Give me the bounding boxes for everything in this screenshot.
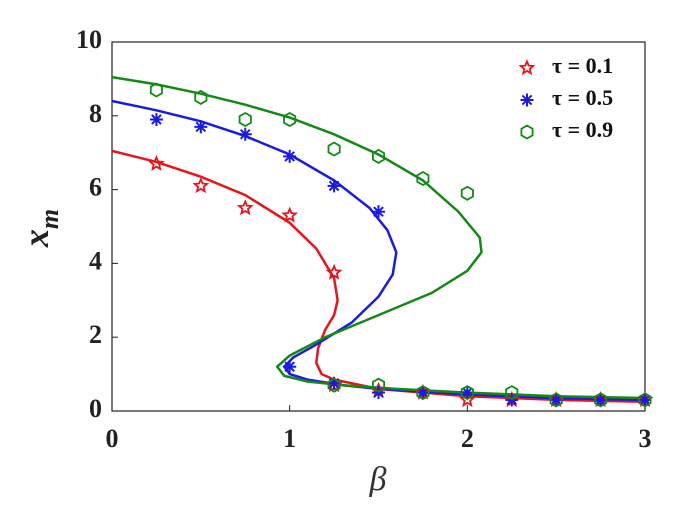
y-tick-label: 8 <box>89 99 102 128</box>
fit-line <box>111 149 646 404</box>
marker <box>638 393 652 407</box>
marker <box>327 179 341 193</box>
y-label-main: x <box>16 229 56 248</box>
marker <box>460 385 474 401</box>
marker-stroke <box>462 387 473 398</box>
marker <box>283 149 297 163</box>
marker <box>238 127 252 141</box>
marker-stroke <box>328 180 340 192</box>
marker <box>594 393 608 407</box>
y-label-sub: m <box>35 209 64 229</box>
marker <box>372 205 385 219</box>
marker <box>149 112 163 126</box>
marker <box>192 177 210 194</box>
marker <box>638 392 652 408</box>
marker-stroke <box>373 206 384 218</box>
x-tick-label: 0 <box>106 424 119 453</box>
marker <box>327 141 341 157</box>
marker <box>458 391 476 408</box>
marker <box>594 392 608 408</box>
marker <box>549 392 563 408</box>
marker <box>460 386 474 400</box>
legend-label: τ = 0.9 <box>552 117 613 142</box>
x-tick-label: 3 <box>639 424 652 453</box>
marker <box>416 385 430 401</box>
legend-label: τ = 0.1 <box>552 53 613 78</box>
marker-stroke <box>417 387 429 398</box>
marker <box>194 89 208 105</box>
marker <box>281 206 299 223</box>
marker-stroke <box>284 151 295 162</box>
y-tick-label: 0 <box>89 394 102 423</box>
y-axis-label: xm <box>16 209 64 248</box>
marker <box>520 93 534 107</box>
marker-stroke <box>239 128 251 140</box>
plot-frame <box>111 41 646 412</box>
marker-stroke <box>550 394 562 406</box>
marker <box>520 124 534 140</box>
x-tick-label: 2 <box>461 424 474 453</box>
marker-stroke <box>521 94 533 106</box>
y-axis-label-text: xm <box>16 209 64 248</box>
marker <box>325 263 343 280</box>
marker <box>149 82 163 98</box>
marker <box>416 170 430 187</box>
marker <box>283 111 297 128</box>
marker-stroke <box>195 121 207 133</box>
y-tick-label: 6 <box>89 173 102 202</box>
marker-stroke <box>284 361 295 373</box>
y-tick-label: 10 <box>76 25 102 54</box>
fit-line <box>111 75 646 400</box>
x-axis-label: β <box>369 461 387 498</box>
fit-line <box>111 99 646 402</box>
legend-label: τ = 0.5 <box>552 85 613 110</box>
marker <box>460 185 474 201</box>
marker <box>518 59 536 76</box>
marker <box>371 148 386 164</box>
x-tick-label: 1 <box>283 424 296 453</box>
marker <box>371 377 386 393</box>
marker <box>327 377 341 393</box>
marker <box>236 199 254 216</box>
marker <box>283 360 297 374</box>
marker <box>147 154 165 171</box>
marker <box>238 111 252 128</box>
y-tick-label: 4 <box>89 246 102 275</box>
marker <box>505 385 519 401</box>
marker-stroke <box>595 394 606 406</box>
y-tick-label: 2 <box>89 320 102 349</box>
marker-stroke <box>639 394 651 406</box>
marker-stroke <box>151 114 162 125</box>
marker <box>549 393 563 407</box>
marker <box>416 386 430 400</box>
marker <box>194 120 208 134</box>
